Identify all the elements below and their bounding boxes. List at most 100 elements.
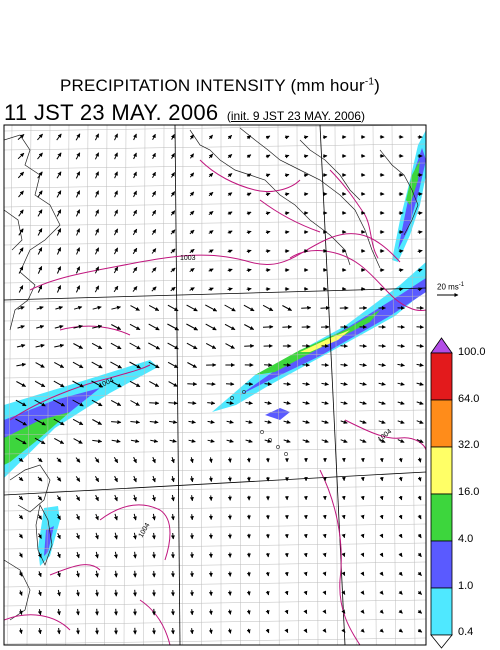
wind-arrow	[284, 173, 290, 178]
wind-arrow	[189, 457, 194, 464]
meridian-line	[84, 125, 89, 645]
wind-arrow	[133, 456, 137, 464]
wind-arrow	[170, 286, 176, 292]
parallel-line	[4, 428, 426, 436]
wind-arrow	[18, 571, 23, 577]
wind-arrow	[132, 513, 137, 521]
parallel-line	[4, 599, 426, 607]
isobar	[259, 199, 321, 233]
wind-arrow	[397, 382, 405, 386]
wind-arrow	[301, 305, 312, 310]
wind-arrow	[360, 628, 365, 633]
wind-arrow	[18, 190, 24, 198]
wind-arrow	[189, 628, 194, 635]
wind-arrow	[246, 457, 251, 463]
wind-arrow	[340, 439, 348, 443]
wind-arrow	[151, 551, 156, 559]
wind-arrow	[56, 285, 62, 293]
wind-arrow	[208, 287, 214, 292]
wind-arrow	[149, 401, 160, 406]
wind-arrow	[94, 608, 99, 616]
wind-arrow	[37, 133, 43, 141]
wind-arrow	[56, 570, 61, 578]
wind-arrow	[378, 439, 386, 443]
wind-arrow	[151, 627, 156, 635]
isobar	[29, 233, 401, 291]
wind-arrow	[113, 456, 119, 464]
wind-arrow	[417, 628, 423, 633]
coastline	[239, 127, 381, 269]
wind-arrow	[397, 363, 405, 367]
wind-arrow	[111, 324, 122, 330]
wind-arrow	[398, 495, 403, 501]
wind-arrow	[398, 268, 404, 273]
wind-arrow	[94, 152, 100, 160]
wind-arrow	[75, 495, 81, 502]
wind-arrow	[379, 476, 384, 482]
wind-arrow	[397, 401, 405, 405]
wind-arrow	[303, 628, 308, 633]
wind-arrow	[322, 552, 327, 558]
wind-arrow	[189, 476, 194, 483]
wind-arrow	[167, 361, 179, 369]
wind-arrow	[284, 609, 289, 615]
wind-arrow	[129, 342, 141, 350]
wind-arrow	[94, 285, 100, 293]
wind-arrow	[264, 420, 272, 424]
wind-arrow	[208, 590, 213, 596]
wind-arrow	[341, 609, 346, 614]
isobar	[4, 614, 71, 631]
wind-arrow	[189, 210, 195, 216]
wind-arrow	[360, 495, 365, 501]
coastline	[9, 464, 51, 513]
wind-arrow	[265, 135, 271, 140]
island	[284, 452, 288, 456]
wind-arrow	[322, 571, 327, 576]
wind-arrow	[208, 249, 214, 254]
parallel-line	[4, 390, 426, 398]
wind-arrow	[75, 171, 81, 179]
wind-arrow	[113, 513, 118, 521]
wind-arrow	[129, 380, 141, 388]
wind-arrow	[227, 571, 232, 577]
wind-arrow	[265, 628, 270, 634]
wind-arrow	[265, 552, 270, 558]
wind-arrow	[91, 361, 103, 369]
wind-arrow	[359, 420, 367, 424]
wind-arrow	[18, 476, 24, 482]
wind-arrow	[417, 514, 422, 520]
wind-arrow	[132, 247, 138, 255]
colorbar-segment	[430, 446, 453, 495]
isobar	[99, 504, 171, 561]
colorbar-segment	[430, 540, 453, 589]
wind-arrow	[321, 439, 329, 443]
wind-arrow	[92, 324, 103, 329]
wind-arrow	[56, 171, 62, 179]
wind-arrow	[246, 268, 252, 273]
rain-area-heavy	[4, 412, 70, 465]
meridian-line	[353, 125, 358, 645]
wind-arrow	[189, 609, 194, 616]
wind-arrow	[56, 514, 61, 520]
parallel-line	[4, 561, 426, 569]
wind-arrow	[170, 267, 176, 273]
wind-arrow	[18, 285, 24, 293]
wind-arrow	[37, 514, 43, 520]
wind-arrow	[189, 287, 195, 292]
wind-arrow	[208, 476, 213, 482]
wind-arrow	[148, 304, 160, 312]
wind-arrow	[284, 154, 290, 159]
coastline	[189, 129, 351, 266]
wind-arrow	[245, 382, 254, 387]
wind-arrow	[379, 590, 384, 595]
wind-arrow	[132, 570, 137, 578]
meridian-line	[26, 125, 32, 645]
parallel-line	[4, 523, 426, 531]
wind-arrow	[18, 609, 23, 615]
wind-arrow	[37, 571, 42, 578]
wind-arrow	[56, 627, 61, 635]
wind-arrow	[75, 551, 80, 559]
wind-arrow	[169, 439, 177, 443]
wind-arrow	[360, 609, 365, 614]
wind-arrow	[18, 628, 23, 634]
